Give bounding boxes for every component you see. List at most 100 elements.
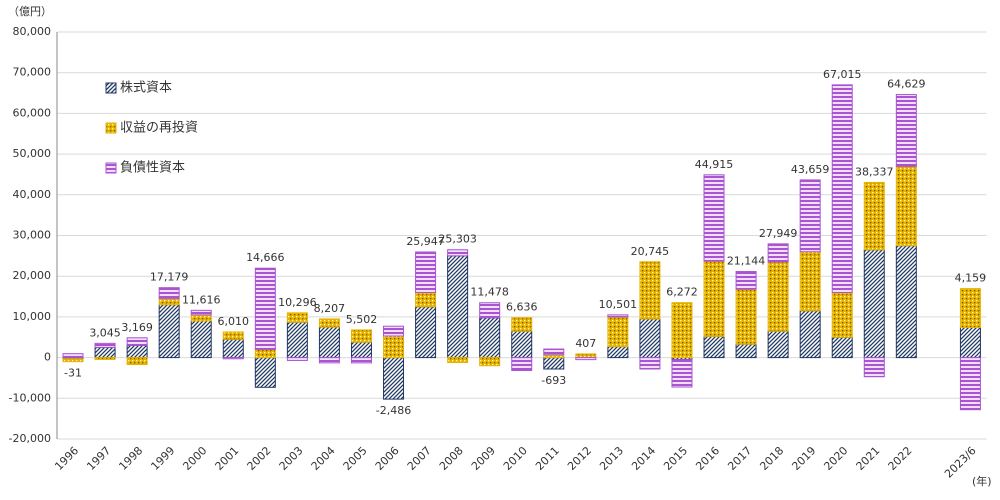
x-tick-label: 2010 <box>501 444 530 473</box>
bar-segment <box>863 357 885 378</box>
x-tick-label: 1998 <box>116 444 145 473</box>
bar-segment <box>447 357 469 363</box>
bar-segment <box>222 331 244 340</box>
bar-segment <box>383 335 405 359</box>
bar-segment <box>383 357 405 400</box>
x-tick-label: 2018 <box>757 444 786 473</box>
total-label: 6,010 <box>218 315 250 328</box>
bar-segment <box>543 357 565 370</box>
bar-segment <box>959 357 981 411</box>
bar-segment <box>415 306 437 359</box>
x-tick-label: 2022 <box>886 444 915 473</box>
bar-segment <box>575 357 597 361</box>
bar-segment <box>158 298 180 306</box>
bar-segment <box>286 312 308 323</box>
x-tick-label: 2013 <box>597 444 626 473</box>
x-tick-label: 2003 <box>277 444 306 473</box>
bar-segment <box>959 326 981 359</box>
y-tick-label: 0 <box>44 351 51 364</box>
bar-segment <box>126 344 148 359</box>
x-tick-label: 2005 <box>341 444 370 473</box>
bar-segment <box>863 249 885 359</box>
total-label: 6,272 <box>666 286 698 299</box>
bar-segment <box>607 314 629 318</box>
total-label: 10,501 <box>599 298 638 311</box>
x-tick-label: 1999 <box>148 444 177 473</box>
bar-segment <box>62 358 84 363</box>
x-tick-label: 2020 <box>821 444 850 473</box>
bar-segment <box>126 357 148 366</box>
total-label: 44,915 <box>695 158 734 171</box>
bar-segment <box>94 342 116 348</box>
bar-segment <box>222 357 244 360</box>
total-label: 21,144 <box>727 255 766 268</box>
y-tick-label: 70,000 <box>13 66 52 79</box>
total-label: -693 <box>541 374 566 387</box>
x-tick-label: 2014 <box>629 444 658 473</box>
total-label: 11,478 <box>470 286 509 299</box>
bar-segment <box>254 348 276 359</box>
bar-segment <box>895 165 917 247</box>
bar-segment <box>126 337 148 346</box>
bar-segment <box>735 271 757 290</box>
bar-segment <box>479 317 501 359</box>
total-label: 3,045 <box>89 326 121 339</box>
bar-segment <box>318 357 340 364</box>
y-tick-label: 20,000 <box>13 269 52 282</box>
y-tick-label: 10,000 <box>13 310 52 323</box>
bar-segment <box>511 330 533 359</box>
bar-segment <box>639 261 661 320</box>
total-label: 11,616 <box>182 293 221 306</box>
bar-segment <box>190 314 212 322</box>
total-label: 38,337 <box>855 165 894 178</box>
bar-segment <box>703 174 725 262</box>
bar-segment <box>799 179 821 253</box>
total-label: -31 <box>64 367 82 380</box>
bar-segment <box>222 338 244 359</box>
bar-segment <box>62 353 84 359</box>
bar-segment <box>703 335 725 359</box>
bar-segment <box>831 291 853 338</box>
bar-segment <box>479 302 501 319</box>
legend-swatch <box>105 162 117 174</box>
x-tick-label: 2021 <box>854 444 883 473</box>
y-unit: （億円） <box>8 5 52 18</box>
x-tick-label: 2001 <box>213 444 242 473</box>
bar-segment <box>318 326 340 359</box>
total-label: -2,486 <box>376 404 411 417</box>
y-tick-label: 80,000 <box>13 25 52 38</box>
bar-segment <box>831 336 853 359</box>
x-tick-label: 1997 <box>84 444 113 473</box>
legend-swatch <box>105 82 117 94</box>
bar-segment <box>318 318 340 328</box>
bar-segment <box>511 357 533 371</box>
bar-segment <box>286 357 308 361</box>
x-tick-label: 2002 <box>245 444 274 473</box>
total-label: 6,636 <box>506 301 538 314</box>
y-tick-label: 60,000 <box>13 106 52 119</box>
bar-segment <box>286 321 308 359</box>
bar-segment <box>799 251 821 312</box>
total-label: 17,179 <box>150 271 189 284</box>
bar-segment <box>447 249 469 257</box>
bar-segment <box>639 357 661 370</box>
bar-segment <box>575 353 597 359</box>
legend-label: 株式資本 <box>120 81 172 96</box>
bar-segment <box>895 245 917 359</box>
y-tick-label: -20,000 <box>9 432 51 445</box>
x-tick-label: 2019 <box>789 444 818 473</box>
x-tick-label: 2006 <box>373 444 402 473</box>
x-tick-label: 2017 <box>725 444 754 473</box>
total-label: 3,169 <box>121 321 153 334</box>
x-tick-label: 2011 <box>533 444 562 473</box>
x-tick-label: 2012 <box>565 444 594 473</box>
bar-segment <box>607 346 629 359</box>
bar-segment <box>254 267 276 350</box>
bar-segment <box>254 357 276 388</box>
total-label: 43,659 <box>791 163 830 176</box>
bar-segment <box>350 329 372 343</box>
bar-segment <box>350 341 372 359</box>
y-tick-label: 30,000 <box>13 229 52 242</box>
